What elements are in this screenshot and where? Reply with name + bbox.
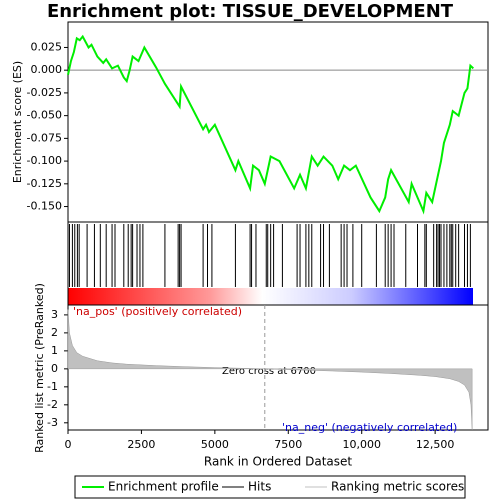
legend-label: Enrichment profile [108, 480, 219, 494]
y2-tick-label: 3 [51, 308, 58, 321]
y2-tick-label: -2 [47, 398, 58, 411]
y2-tick-label: 1 [51, 344, 58, 357]
y-tick-label: -0.100 [27, 154, 62, 167]
y2-tick-label: 2 [51, 326, 58, 339]
y-tick-label: 0.025 [31, 40, 63, 53]
x-tick-label: 7500 [274, 438, 302, 451]
y-tick-label: -0.050 [27, 109, 62, 122]
chart-title: Enrichment plot: TISSUE_DEVELOPMENT [47, 1, 454, 22]
y-tick-label: -0.150 [27, 200, 62, 213]
legend-label: Hits [248, 480, 271, 494]
annotation: Zero cross at 6700 [222, 366, 316, 377]
neg-label: 'na_neg' (negatively correlated) [282, 421, 457, 434]
pos-label: 'na_pos' (positively correlated) [73, 305, 242, 318]
x-tick-label: 5000 [201, 438, 229, 451]
y-axis-label: Enrichment score (ES) [11, 61, 24, 183]
x-tick-label: 0 [65, 438, 72, 451]
x-tick-label: 2500 [127, 438, 155, 451]
color-bar [68, 288, 473, 305]
y-tick-label: -0.125 [27, 177, 62, 190]
x-axis-label: Rank in Ordered Dataset [204, 455, 352, 469]
y2-tick-label: 0 [51, 362, 58, 375]
y2-tick-label: -3 [47, 416, 58, 429]
y2-tick-label: -1 [47, 380, 58, 393]
y2-axis-label: Ranked list metric (PreRanked) [33, 283, 46, 453]
y-tick-label: 0.000 [31, 63, 63, 76]
es-line [67, 34, 474, 215]
es-frame [67, 21, 489, 223]
legend-label: Ranking metric scores [331, 480, 464, 494]
x-tick-label: 12,500 [416, 438, 455, 451]
y-tick-label: -0.025 [27, 86, 62, 99]
metric-area [67, 309, 473, 431]
x-tick-label: 10,000 [342, 438, 381, 451]
y-tick-label: -0.075 [27, 131, 62, 144]
legend-box [74, 475, 466, 499]
